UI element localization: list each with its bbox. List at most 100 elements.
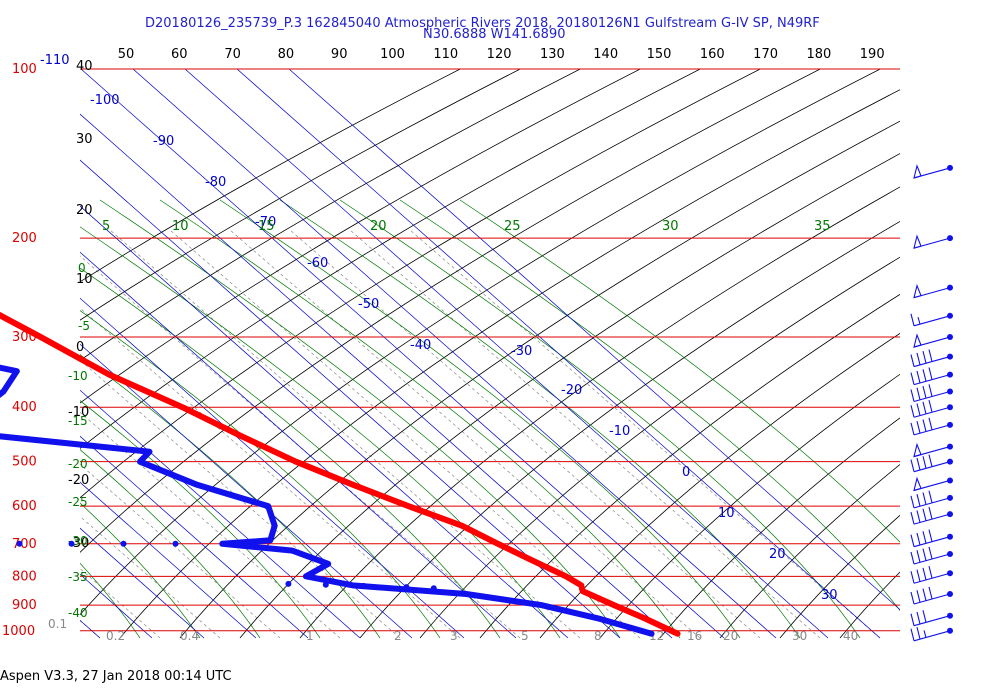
isotherm-label: 0 [682,465,690,480]
wind-barb-shaft [913,553,951,565]
wind-barb-shaft [913,461,951,473]
dry-adiabat-line [960,29,1000,638]
dewpoint-trace-point [349,582,355,588]
moist-adiabat-label: -35 [68,570,88,584]
pressure-label: 100 [12,62,37,77]
top-tick-label: 70 [224,47,241,62]
wind-barb-flag [910,372,915,385]
mixing-ratio-bottom-label: 0.1 [48,617,67,631]
wind-barb-flag [928,490,933,503]
dewpoint-trace-point [0,388,6,394]
dewpoint-trace-point [137,459,143,465]
dry-adiabat-line [239,153,900,639]
top-tick-label: 130 [540,47,565,62]
mixing-ratio-top-label: 30 [662,219,679,234]
wind-barb [910,454,953,473]
wind-barb-pennant [913,164,922,179]
dewpoint-scatter-point [16,540,23,547]
wind-barb-flag [916,421,921,434]
isotherm-line [288,69,900,611]
dewpoint-trace-point [303,573,309,579]
mixing-ratio-line [229,229,701,639]
mixing-ratio-line [80,255,521,639]
dry-adiabat-line [119,89,900,639]
dewpoint-scatter-point [120,540,127,547]
isotherm-line [80,251,517,639]
isotherm-line [236,69,881,639]
mixing-ratio-top-label: 25 [504,219,521,234]
wind-barb-pennant [913,476,922,492]
temperature-trace-point [563,573,569,579]
wind-barb-flag [910,313,915,326]
wind-barb-shaft [913,630,951,642]
wind-barb-flag [910,534,915,547]
moist-adiabat-line [80,449,261,639]
mixing-ratio-top-label: 20 [370,219,387,234]
wind-barb-flag [916,569,921,582]
wind-barb-flag [910,354,915,367]
wind-barb-flag [910,422,915,436]
wind-barb [910,626,953,642]
dewpoint-scatter-point [249,540,256,547]
mixing-ratio-top-label: 15 [258,219,275,234]
wind-barb-pennant [913,333,922,348]
mixing-ratio-bottom-label: 40 [843,629,858,643]
moist-adiabat-line [159,199,681,639]
dewpoint-scatter-point [403,584,410,591]
mixing-ratio-bottom-label: 16 [687,629,702,643]
mixing-ratio-line [289,229,761,639]
isotherm-line [80,343,413,639]
isotherm-label: 20 [769,547,786,562]
temperature-trace-point [578,582,584,588]
dry-adiabat-label: 30 [76,132,93,147]
mixing-ratio-bottom-label: 30 [792,629,807,643]
dry-adiabat-line [599,373,900,639]
moist-adiabat-line [80,502,201,639]
top-tick-label: 50 [118,47,135,62]
temperature-trace-point [530,558,536,564]
isotherm-line [80,527,205,639]
moist-adiabat-line [339,199,861,639]
dry-adiabat-label: -30 [68,536,89,551]
plot-area [80,29,1000,639]
wind-barb-flag [922,548,927,561]
temperature-trace-point [179,404,185,410]
dry-adiabat-line [80,69,762,499]
wind-barb-flag [922,567,927,581]
wind-barb-shaft [913,406,951,418]
wind-barb [910,399,953,418]
wind-barb-shaft [913,424,951,436]
top-tick-label: 150 [647,47,672,62]
isotherm-line [80,297,465,639]
wind-barb-flag [916,457,921,471]
pressure-label: 900 [12,598,37,613]
top-tick-label: 110 [433,47,458,62]
dry-adiabat-label: -20 [68,473,89,488]
mixing-ratio-bottom-label: 5 [521,629,529,643]
wind-barb-shaft [913,615,951,627]
temperature-trace-point [459,523,465,529]
isotherm-label: -10 [609,424,630,439]
pressure-label: 800 [12,569,37,584]
wind-barb [910,566,953,584]
dry-adiabat-label: 10 [76,272,93,287]
mixing-ratio-bottom-label: 3 [450,629,458,643]
moist-adiabat-line [399,199,900,612]
dewpoint-scatter-point [360,582,367,589]
wind-barb-flag [922,508,927,521]
dewpoint-trace-point [595,615,601,621]
mixing-ratio-bottom-label: 0.4 [180,629,199,643]
moist-adiabat-label: -15 [68,414,88,428]
wind-barb [910,610,953,627]
top-tick-label: 140 [593,47,618,62]
dry-adiabat-line [359,220,900,639]
dewpoint-trace-point [325,561,331,567]
mixing-ratio-line [109,229,581,639]
wind-barb-flag [916,510,921,523]
dewpoint-scatter-point [68,540,75,547]
wind-barb [910,349,953,368]
wind-barb-flag [910,459,915,472]
isotherm-label: -110 [40,53,70,68]
isotherm-line [184,69,829,639]
